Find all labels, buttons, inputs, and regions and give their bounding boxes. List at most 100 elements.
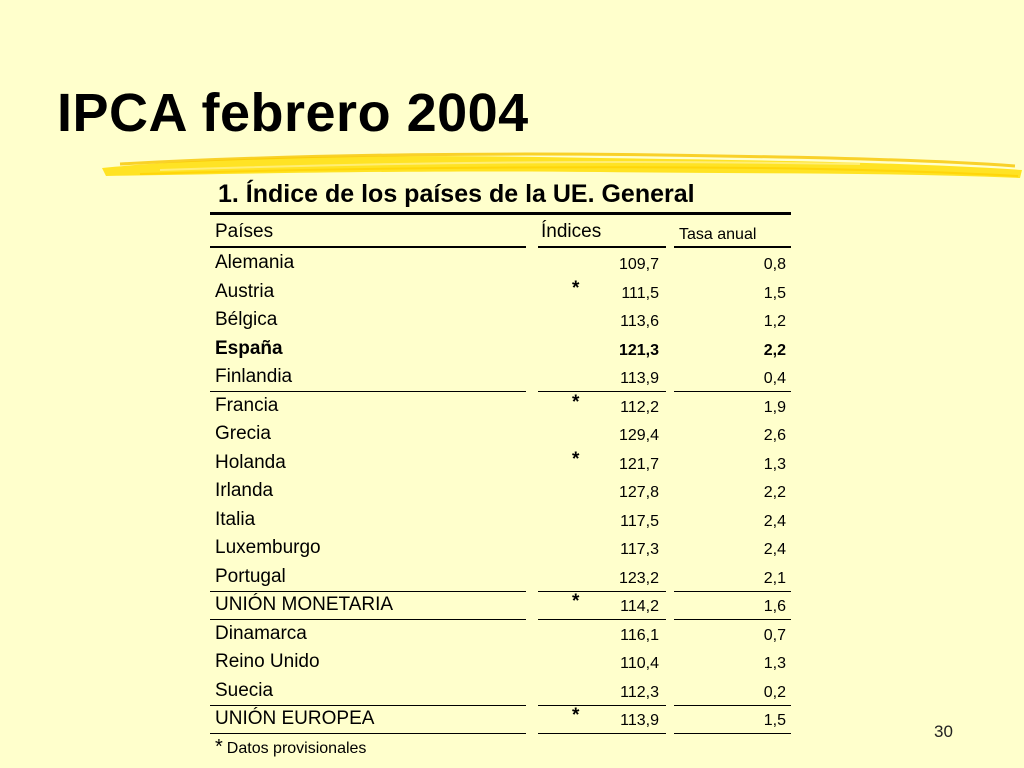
table-row: UNIÓN EUROPEA * 113,9 1,5 [0,705,1024,734]
country-name: Finlandia [215,366,293,387]
index-value: 114,2 [620,598,659,615]
provisional-mark: * [572,392,580,413]
country-name: Austria [215,281,275,302]
annual-rate-value: 1,5 [763,712,786,729]
annual-rate-value: 1,6 [763,598,786,615]
table-row: Finlandia 113,9 0,4 [0,363,1024,392]
annual-rate-value: 2,2 [763,484,786,501]
header-rule-index [538,246,666,248]
index-value: 112,2 [620,399,659,416]
table-row: Bélgica 113,6 1,2 [0,306,1024,334]
page-number: 30 [934,722,953,741]
country-name: Portugal [215,566,286,587]
index-value: 117,3 [620,541,659,558]
row-separator [538,619,666,620]
table-row: Italia 117,5 2,4 [0,506,1024,534]
country-name: Italia [215,509,256,530]
annual-rate-value: 1,3 [763,655,786,672]
row-separator [674,619,791,620]
table-row: Holanda * 121,7 1,3 [0,449,1024,477]
index-value: 113,9 [620,370,659,387]
country-name: UNIÓN MONETARIA [215,594,394,615]
row-separator [538,733,666,734]
table-row: Suecia 112,3 0,2 [0,677,1024,706]
row-separator [538,705,666,706]
table-row: Irlanda 127,8 2,2 [0,477,1024,505]
annual-rate-value: 1,9 [763,399,786,416]
row-separator [538,391,666,392]
index-value: 111,5 [621,285,659,302]
index-value: 112,3 [620,684,659,701]
provisional-mark: * [572,591,580,612]
row-separator [674,733,791,734]
country-name: Bélgica [215,309,278,330]
table-row: Alemania 109,7 0,8 [0,249,1024,277]
country-name: UNIÓN EUROPEA [215,708,375,729]
annual-rate-value: 2,6 [763,427,786,444]
annual-rate-value: 2,2 [763,342,786,359]
table-top-rule [210,212,791,215]
footnote-mark: * [215,736,223,758]
index-value: 110,4 [620,655,659,672]
row-separator [210,391,526,392]
row-separator [674,391,791,392]
table-row: Dinamarca 116,1 0,7 [0,620,1024,648]
index-value: 121,7 [618,456,659,473]
country-name: Francia [215,395,279,416]
country-name: Irlanda [215,480,274,501]
annual-rate-value: 2,4 [763,513,786,530]
index-value: 116,1 [620,627,659,644]
annual-rate-value: 2,4 [763,541,786,558]
header-rule-countries [210,246,526,248]
annual-rate-value: 0,7 [763,627,786,644]
table-row: España 121,3 2,2 [0,335,1024,363]
highlighter-stroke [102,152,1022,178]
table-row: UNIÓN MONETARIA * 114,2 1,6 [0,591,1024,620]
annual-rate-value: 2,1 [763,570,786,587]
country-name: Grecia [215,423,271,444]
provisional-mark: * [572,705,580,726]
header-index: Índices [541,221,602,242]
slide-title: IPCA febrero 2004 [57,83,529,143]
table-row: Austria * 111,5 1,5 [0,278,1024,306]
table-row: Portugal 123,2 2,1 [0,563,1024,592]
index-value: 123,2 [618,570,659,587]
header-annual-rate: Tasa anual [679,226,757,243]
country-name: Luxemburgo [215,537,321,558]
row-separator [210,705,526,706]
index-value: 117,5 [620,513,659,530]
header-rule-rate [674,246,791,248]
highlighter-stroke-paths [102,152,1022,178]
table-row: Luxemburgo 117,3 2,4 [0,534,1024,562]
row-separator [538,591,666,592]
row-separator [210,733,526,734]
country-name: Reino Unido [215,651,320,672]
annual-rate-value: 0,2 [763,684,786,701]
index-value: 109,7 [618,256,659,273]
annual-rate-value: 1,3 [763,456,786,473]
annual-rate-value: 1,5 [763,285,786,302]
table-row: Francia * 112,2 1,9 [0,392,1024,420]
row-separator [210,619,526,620]
row-separator [674,591,791,592]
country-name: Holanda [215,452,286,473]
country-name: Dinamarca [215,623,307,644]
index-value: 121,3 [618,342,659,359]
row-separator [674,705,791,706]
annual-rate-value: 1,2 [763,313,786,330]
index-value: 113,9 [620,712,659,729]
annual-rate-value: 0,8 [763,256,786,273]
annual-rate-value: 0,4 [763,370,786,387]
header-countries: Países [215,221,274,242]
country-name: Suecia [215,680,274,701]
country-name: España [215,338,283,359]
footnote-text: Datos provisionales [226,740,367,757]
row-separator [210,591,526,592]
footnote: * Datos provisionales [215,735,366,761]
provisional-mark: * [572,449,580,470]
index-value: 129,4 [618,427,659,444]
index-value: 113,6 [620,313,659,330]
provisional-mark: * [572,278,580,299]
index-value: 127,8 [618,484,659,501]
table-row: Reino Unido 110,4 1,3 [0,648,1024,676]
